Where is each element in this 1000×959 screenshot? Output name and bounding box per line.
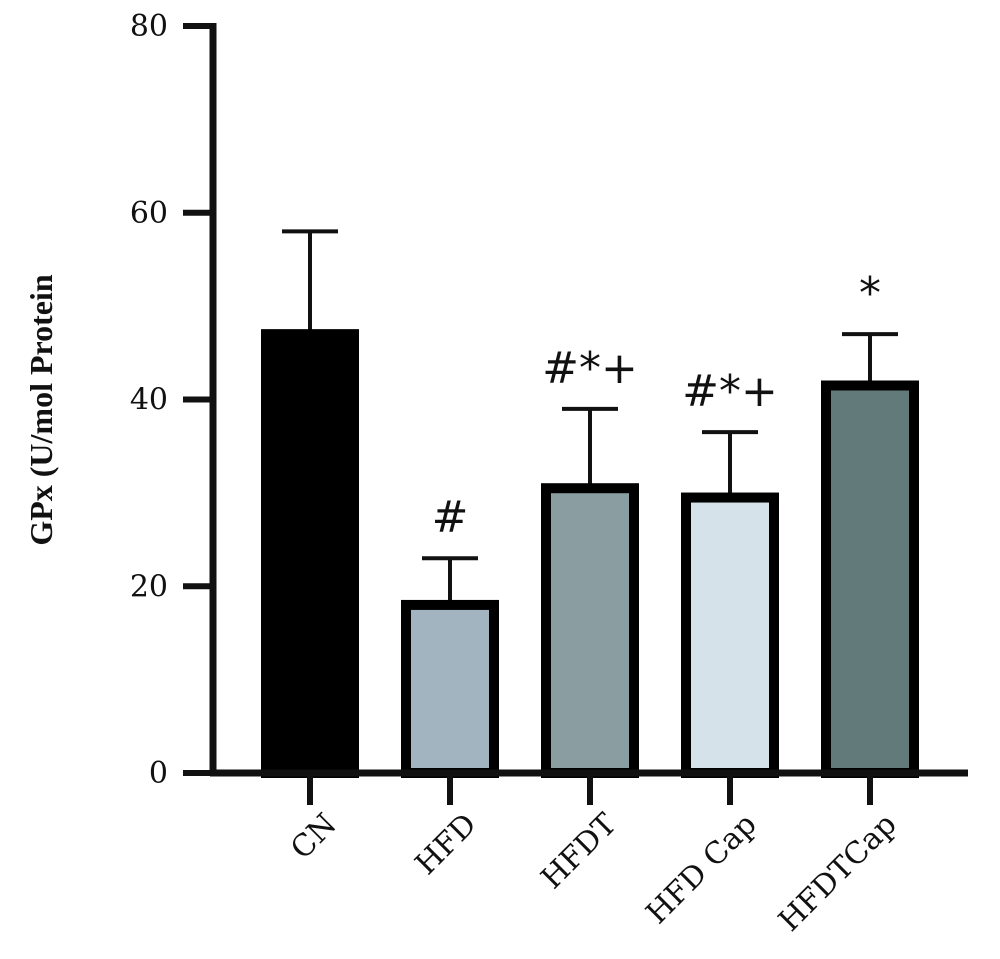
- significance-annotation: #: [432, 492, 469, 543]
- x-tick-label: HFD: [409, 807, 484, 882]
- bar-hfd: [401, 599, 499, 778]
- y-tick-label: 0: [149, 756, 168, 791]
- x-tick-label: HFDT: [535, 807, 624, 896]
- bar-cn: [261, 329, 359, 778]
- y-tick-label: 40: [130, 383, 168, 418]
- significance-annotation: #*+: [682, 366, 778, 417]
- y-tick-label: 80: [130, 9, 168, 44]
- bar-hfdtcap: [821, 380, 919, 778]
- bar-hfdt: [541, 483, 639, 778]
- bars: # #*+ #*+ *: [261, 229, 919, 778]
- significance-annotation: *: [859, 268, 881, 319]
- significance-annotation: #*+: [542, 343, 638, 394]
- y-tick-label: 60: [130, 196, 168, 231]
- x-tick-label: HFDTCap: [772, 807, 904, 939]
- y-axis: 0 20 40 60 80: [130, 9, 217, 791]
- x-axis: CN HFD HFDT HFD Cap HFDTCap: [210, 769, 968, 939]
- bar-hfd-cap: [681, 492, 779, 778]
- y-tick-label: 20: [130, 569, 168, 604]
- x-tick-label: CN: [284, 807, 344, 867]
- y-axis-label: GPx (U/mol Protein: [23, 274, 59, 546]
- x-tick-label: HFD Cap: [639, 807, 763, 931]
